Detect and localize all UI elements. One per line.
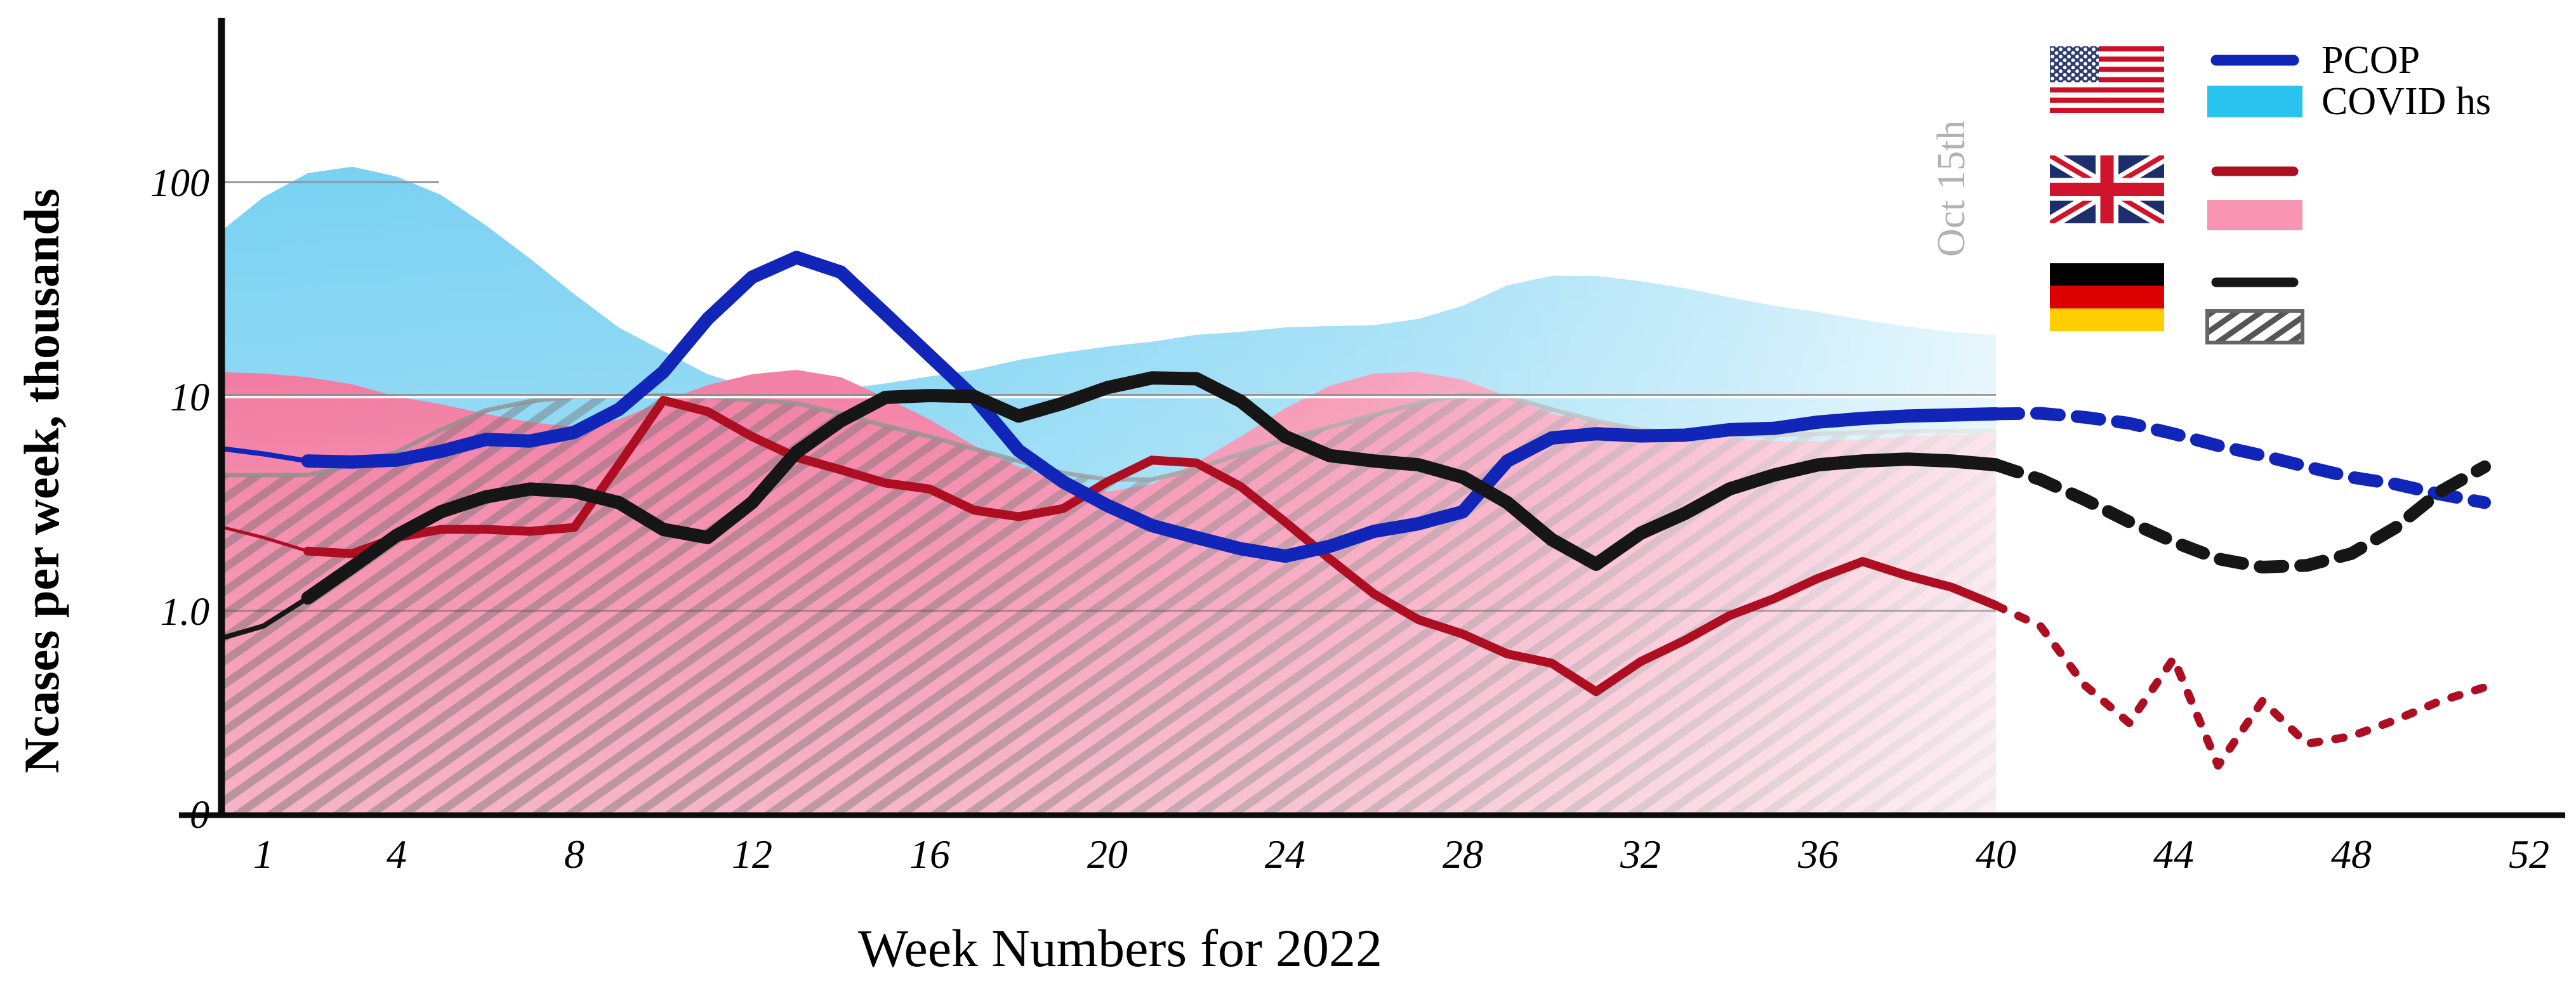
uk-cases-line-forecast-dashed xyxy=(1991,601,2489,770)
x-tick-32: 32 xyxy=(1620,832,1661,877)
x-tick-4: 4 xyxy=(386,832,407,877)
data-lines xyxy=(221,251,2491,770)
de-cases-line-forecast-dashed xyxy=(1990,458,2491,573)
x-tick-44: 44 xyxy=(2153,832,2194,877)
axes xyxy=(179,18,2565,818)
x-tick-36: 36 xyxy=(1797,832,1839,877)
y-axis-title: Ncases per week, thousands xyxy=(14,188,69,773)
x-tick-28: 28 xyxy=(1443,832,1483,877)
x-tick-8: 8 xyxy=(564,832,585,877)
gridlines xyxy=(223,181,1996,612)
legend: PCOP COVID hs xyxy=(2050,39,2491,344)
de-cases-line-solid xyxy=(301,371,2003,605)
us-pcop-line-solid xyxy=(301,251,2003,563)
x-tick-16: 16 xyxy=(909,832,950,877)
x-tick-24: 24 xyxy=(1265,832,1305,877)
x-tick-48: 48 xyxy=(2331,832,2372,877)
y-tick-100: 100 xyxy=(150,162,209,205)
y-tick-1.0: 1.0 xyxy=(161,591,210,634)
x-tick-1: 1 xyxy=(253,832,274,877)
uk-covid-hs-area-swatch xyxy=(2207,200,2302,230)
x-tick-12: 12 xyxy=(732,832,772,877)
x-tick-labels: 1 4 8 12 16 20 24 28 32 36 40 44 48 52 xyxy=(253,832,2549,877)
uk-cases-line-solid xyxy=(303,396,2000,697)
y-tick-labels: 100 10 1.0 0 xyxy=(150,162,209,837)
y-tick-10: 10 xyxy=(170,376,209,419)
legend-label-pcop: PCOP xyxy=(2322,39,2420,82)
us-covid-hs-area-swatch xyxy=(2207,86,2302,117)
us-pcop-line-forecast-dashed xyxy=(1990,407,2491,509)
legend-label-covid-hs: COVID hs xyxy=(2322,80,2491,123)
germany-flag-icon xyxy=(2050,263,2164,331)
x-tick-20: 20 xyxy=(1087,832,1128,877)
oct-15-annotation-label: Oct 15th xyxy=(1930,121,1973,257)
usa-flag-icon xyxy=(2050,46,2164,113)
x-tick-40: 40 xyxy=(1976,832,2016,877)
uk-flag-icon xyxy=(2050,155,2164,223)
de-covid-hs-area-swatch xyxy=(2205,309,2304,344)
x-tick-52: 52 xyxy=(2509,832,2549,877)
x-axis-title: Week Numbers for 2022 xyxy=(858,919,1382,978)
y-tick-0: 0 xyxy=(190,794,209,837)
